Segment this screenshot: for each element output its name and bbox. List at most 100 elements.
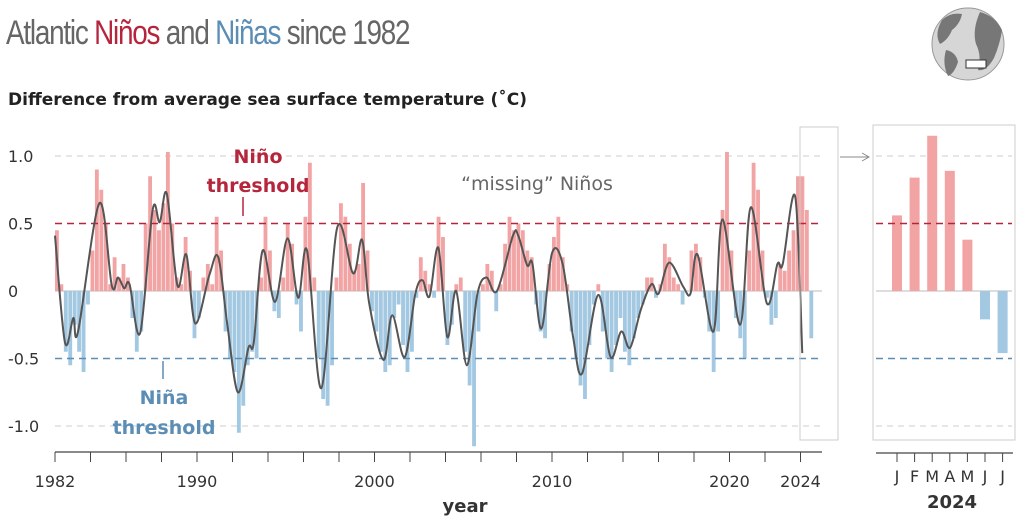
bar bbox=[694, 243, 698, 291]
bar bbox=[303, 216, 308, 291]
inset-bar bbox=[944, 170, 955, 291]
bar bbox=[574, 291, 579, 359]
bar bbox=[361, 183, 366, 291]
bar bbox=[427, 284, 432, 291]
inset-frame bbox=[872, 124, 1016, 441]
bar bbox=[201, 277, 206, 291]
bar bbox=[254, 291, 259, 359]
bar bbox=[680, 291, 685, 305]
bar bbox=[560, 257, 565, 291]
bar bbox=[742, 291, 747, 359]
bar bbox=[405, 291, 410, 372]
bar bbox=[126, 277, 130, 291]
bar bbox=[591, 291, 596, 305]
bar bbox=[472, 291, 476, 447]
month-label: F bbox=[910, 467, 919, 486]
bar bbox=[232, 291, 237, 372]
bar bbox=[241, 291, 246, 406]
bar bbox=[321, 291, 326, 399]
bar bbox=[370, 291, 374, 312]
bar bbox=[347, 243, 352, 291]
bar bbox=[316, 291, 321, 359]
bar bbox=[423, 270, 428, 291]
bar bbox=[738, 291, 743, 339]
bar bbox=[112, 257, 117, 291]
bar bbox=[512, 230, 516, 291]
y-axis-title: Difference from average sea surface temp… bbox=[8, 90, 527, 110]
globe-icon bbox=[931, 7, 1005, 81]
bar bbox=[476, 291, 481, 332]
bar bbox=[804, 210, 809, 291]
bar bbox=[294, 291, 299, 305]
bar bbox=[618, 291, 623, 318]
bar bbox=[152, 210, 157, 291]
bar bbox=[179, 284, 184, 291]
bar bbox=[183, 237, 188, 291]
bar bbox=[525, 250, 530, 291]
bar bbox=[418, 257, 423, 291]
bar bbox=[454, 284, 459, 291]
bar bbox=[445, 291, 450, 345]
bar bbox=[343, 216, 348, 291]
inset-bar bbox=[909, 177, 920, 291]
bar bbox=[276, 291, 281, 318]
bar bbox=[356, 264, 361, 291]
bar bbox=[614, 291, 618, 345]
x-tick-label: 2000 bbox=[354, 472, 395, 491]
bar bbox=[94, 169, 99, 291]
y-tick-label: 1.0 bbox=[8, 147, 33, 166]
month-label: J bbox=[894, 467, 900, 486]
bar bbox=[467, 291, 472, 386]
bar bbox=[352, 270, 357, 291]
bar bbox=[192, 291, 197, 339]
chart-title: Atlantic Niños and Niñas since 1982 bbox=[6, 14, 411, 52]
bar bbox=[587, 291, 592, 345]
inset-year-label: 2024 bbox=[927, 492, 977, 513]
bar bbox=[325, 291, 330, 406]
bar bbox=[334, 277, 339, 291]
bar bbox=[671, 277, 676, 291]
bar bbox=[72, 291, 77, 325]
bar bbox=[662, 243, 667, 291]
bar bbox=[170, 223, 175, 291]
inset-bar bbox=[997, 291, 1008, 354]
bar bbox=[676, 284, 681, 291]
inset-bar bbox=[892, 215, 902, 291]
bar bbox=[250, 291, 255, 352]
month-label: A bbox=[944, 467, 955, 486]
bar bbox=[197, 291, 201, 318]
bar bbox=[396, 291, 401, 305]
bar bbox=[596, 284, 601, 291]
bar bbox=[414, 291, 419, 298]
bar bbox=[654, 291, 658, 298]
bar bbox=[627, 291, 632, 366]
bar bbox=[463, 291, 468, 352]
bar bbox=[268, 250, 272, 291]
bar bbox=[605, 291, 610, 359]
x-tick-label: 1982 bbox=[35, 472, 76, 491]
bar bbox=[791, 230, 796, 291]
bar bbox=[214, 216, 219, 291]
bar bbox=[63, 291, 68, 352]
bar bbox=[103, 223, 108, 291]
missing-ninos-label: “missing” Niños bbox=[461, 173, 613, 195]
bar bbox=[547, 264, 552, 291]
bar bbox=[623, 291, 627, 352]
bar bbox=[121, 264, 126, 291]
month-label: J bbox=[999, 467, 1005, 486]
bar bbox=[489, 270, 494, 291]
y-tick-label: -1.0 bbox=[8, 417, 39, 436]
bar bbox=[538, 291, 543, 332]
y-tick-label: 0.5 bbox=[8, 215, 33, 234]
bar bbox=[556, 216, 561, 291]
bar bbox=[800, 176, 805, 291]
smoothed-curve bbox=[54, 190, 804, 394]
bar bbox=[782, 270, 787, 291]
bar bbox=[99, 189, 104, 291]
bar bbox=[401, 291, 405, 345]
bar bbox=[285, 223, 290, 291]
bar bbox=[378, 291, 383, 352]
x-tick-label: 2010 bbox=[532, 472, 573, 491]
month-label: M bbox=[960, 467, 974, 486]
bar bbox=[139, 291, 144, 332]
